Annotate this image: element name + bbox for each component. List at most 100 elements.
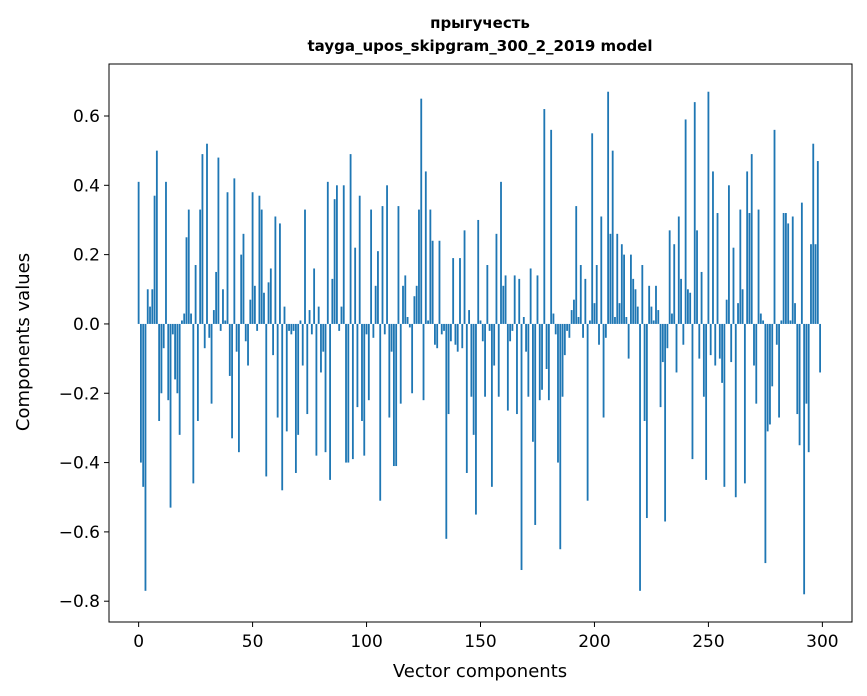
bar: [224, 320, 227, 324]
bar: [228, 323, 231, 376]
bar: [477, 219, 480, 324]
bar: [304, 209, 306, 324]
bar: [750, 154, 753, 324]
bar: [310, 323, 313, 335]
bar: [816, 161, 819, 324]
bar: [775, 323, 778, 345]
bar: [639, 323, 641, 591]
bar: [390, 323, 393, 352]
y-tick-label: 0.6: [73, 107, 100, 127]
bar: [789, 320, 792, 324]
bar: [201, 154, 204, 324]
bar: [509, 323, 512, 342]
bar: [527, 323, 530, 397]
bar: [484, 323, 486, 397]
bar: [737, 303, 739, 324]
bar: [814, 244, 817, 324]
bar: [251, 192, 254, 324]
bar: [142, 323, 145, 487]
bar: [725, 299, 728, 324]
bar: [541, 323, 543, 390]
bar: [431, 240, 434, 324]
bar: [361, 323, 363, 421]
bar: [226, 192, 229, 324]
bar: [331, 278, 334, 324]
bar: [449, 323, 452, 342]
bar: [299, 320, 302, 324]
bar: [274, 216, 277, 324]
bar: [734, 323, 737, 498]
bar: [313, 268, 316, 324]
bar: [568, 323, 571, 338]
bar: [755, 323, 758, 404]
bar: [803, 323, 806, 595]
bar: [810, 244, 812, 324]
bar: [222, 289, 224, 324]
bar: [794, 303, 796, 324]
bar: [819, 323, 821, 373]
bar: [655, 285, 657, 324]
bar: [575, 206, 578, 324]
bar: [748, 213, 751, 324]
bar: [140, 323, 142, 463]
bar: [645, 323, 648, 519]
bar: [294, 323, 297, 473]
bar: [415, 285, 418, 324]
bar: [183, 313, 186, 324]
bar: [276, 323, 279, 418]
bar: [766, 323, 769, 432]
bar: [420, 98, 423, 324]
bar: [607, 91, 610, 324]
bar: [265, 323, 268, 477]
bar: [486, 265, 489, 324]
bar: [356, 323, 359, 408]
bar: [434, 323, 436, 345]
y-axis-label: Components values: [13, 253, 34, 431]
bar: [338, 323, 341, 331]
bar: [495, 233, 498, 324]
bar: [272, 323, 275, 356]
bar: [595, 265, 598, 324]
bar: [472, 323, 475, 435]
x-tick-label: 250: [692, 632, 724, 652]
bar: [641, 265, 644, 324]
bar: [627, 323, 630, 359]
bar: [525, 323, 527, 352]
bar: [447, 323, 450, 415]
bar: [718, 323, 721, 359]
bar: [666, 323, 669, 349]
bar: [297, 323, 300, 435]
bar: [563, 323, 566, 356]
bar: [260, 209, 263, 324]
bar: [438, 240, 441, 324]
bar: [285, 323, 288, 432]
bar: [317, 306, 320, 324]
bar: [600, 216, 603, 324]
bar: [165, 181, 167, 324]
bar: [739, 209, 742, 324]
bar: [618, 303, 621, 324]
bar: [573, 299, 575, 324]
chart-subtitle: tayga_upos_skipgram_300_2_2019 model: [308, 37, 653, 55]
bar: [570, 310, 573, 324]
bar: [705, 323, 708, 480]
bar: [365, 323, 368, 335]
bar: [190, 313, 192, 324]
bar: [238, 323, 240, 453]
bar: [698, 323, 701, 359]
bar: [625, 317, 628, 324]
bar: [493, 323, 496, 366]
bar: [630, 254, 632, 324]
bar: [488, 323, 491, 331]
bar: [773, 129, 776, 324]
y-tick-label: −0.8: [59, 592, 100, 612]
bar: [798, 323, 801, 446]
y-tick-label: 0.2: [73, 246, 100, 266]
bar: [712, 171, 714, 324]
bar: [413, 296, 416, 324]
bar: [500, 181, 502, 324]
bar: [506, 323, 509, 411]
bar: [267, 282, 270, 324]
bar: [281, 323, 284, 491]
bar: [554, 323, 557, 335]
